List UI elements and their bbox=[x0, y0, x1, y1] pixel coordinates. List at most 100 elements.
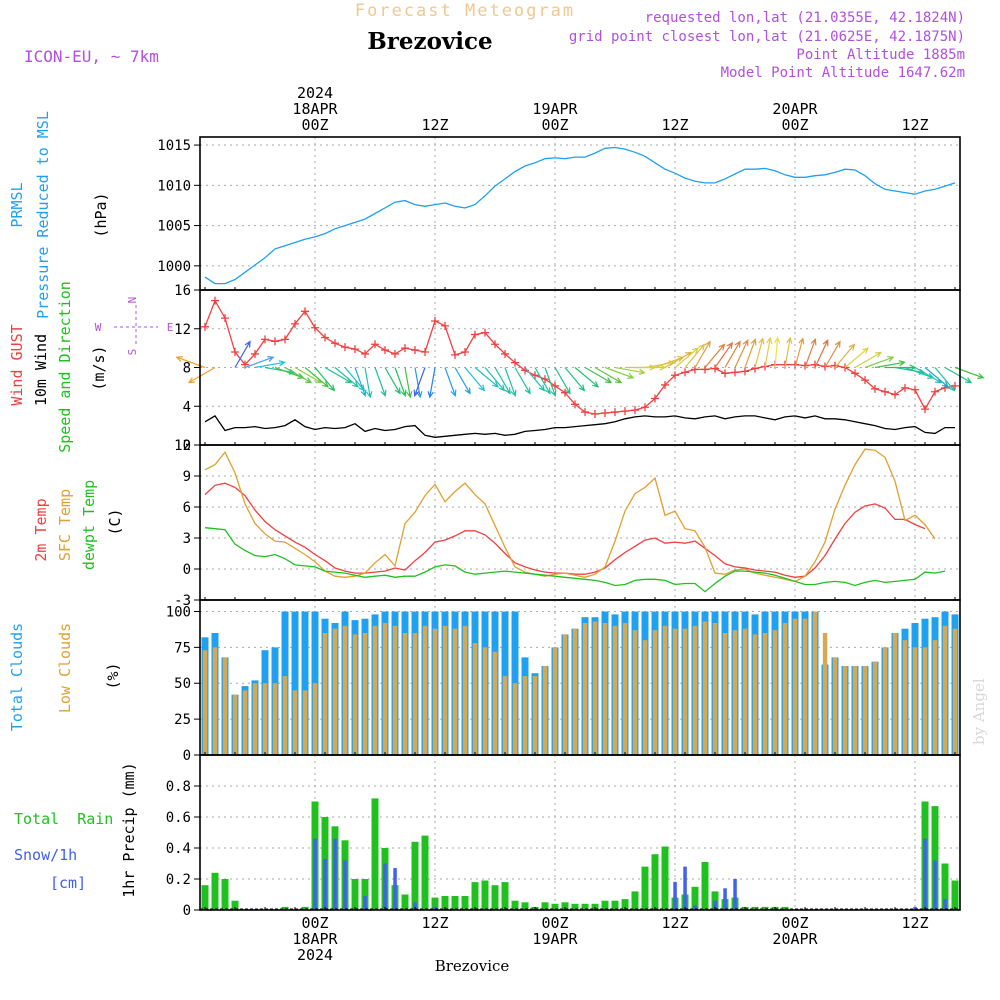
bar-low-clouds bbox=[432, 628, 438, 755]
y-tick-label: 50 bbox=[174, 676, 191, 692]
panel-precip: 0 0.2 0.4 0.6 0.8 bbox=[166, 754, 961, 919]
gust-point-marker bbox=[931, 387, 939, 396]
time-tick-label: 00Z bbox=[541, 116, 568, 134]
wind-vector-arrow bbox=[464, 367, 486, 392]
bar-low-clouds bbox=[222, 657, 228, 755]
y-tick-label: 0.8 bbox=[166, 779, 191, 795]
bar-low-clouds bbox=[472, 643, 478, 755]
wind-vector-arrow bbox=[934, 367, 956, 392]
gust-point-marker bbox=[951, 381, 959, 390]
time-tick-label: 12Z bbox=[421, 914, 448, 932]
y-tick-label: 75 bbox=[174, 640, 191, 656]
wind-vector-arrow bbox=[187, 366, 216, 384]
wind-vector-arrow bbox=[574, 367, 600, 388]
wind-vector-arrow bbox=[364, 367, 373, 399]
bar-total-rain bbox=[231, 900, 239, 910]
gust-point-marker bbox=[431, 317, 439, 325]
bar-low-clouds bbox=[442, 625, 448, 755]
bar-total-rain bbox=[931, 806, 939, 910]
bar-low-clouds bbox=[732, 630, 738, 755]
wind-vector-arrow bbox=[784, 336, 793, 368]
gust-point-marker bbox=[531, 371, 539, 380]
time-tick-label: 12Z bbox=[901, 116, 928, 134]
wind-vector-arrow bbox=[714, 341, 733, 368]
pressure-label-prmsl: PRMSL bbox=[8, 182, 26, 227]
cloud-unit: (%) bbox=[104, 662, 122, 689]
y-tick-label: 100 bbox=[166, 604, 191, 620]
time-tick-label: 20APR bbox=[772, 100, 818, 118]
bar-low-clouds bbox=[652, 630, 658, 755]
bar-snow-1h bbox=[363, 896, 367, 910]
bar-low-clouds bbox=[552, 647, 558, 755]
bar-low-clouds bbox=[852, 666, 858, 755]
wind-vector-arrow bbox=[944, 366, 973, 384]
gust-point-marker bbox=[681, 368, 689, 377]
bar-total-rain bbox=[631, 891, 639, 910]
wind-vector-arrow bbox=[814, 339, 829, 368]
bar-total-rain bbox=[571, 903, 579, 910]
gust-point-marker bbox=[631, 406, 639, 415]
temp-unit: (C) bbox=[106, 508, 124, 535]
bar-low-clouds bbox=[412, 633, 418, 755]
y-tick-label: 0.2 bbox=[166, 872, 191, 888]
series-line-wind-gust bbox=[204, 299, 956, 415]
panel-pressure: 1000 1005 1010 1015 bbox=[157, 136, 961, 291]
wind-vector-arrow bbox=[564, 367, 586, 392]
precip-labels: Total Rain Snow/1h [cm] 1hr Precip (mm) bbox=[14, 762, 138, 897]
gust-point-marker bbox=[591, 410, 599, 418]
bar-low-clouds bbox=[822, 633, 828, 755]
gust-point-marker bbox=[301, 307, 309, 316]
time-tick-label: 00Z bbox=[541, 914, 568, 932]
wind-vector-arrow bbox=[594, 366, 623, 384]
wind-vector-arrow bbox=[694, 340, 711, 368]
bar-low-clouds bbox=[562, 634, 568, 755]
bar-total-rain bbox=[511, 900, 519, 910]
bar-low-clouds bbox=[912, 647, 918, 755]
bar-low-clouds bbox=[582, 623, 588, 755]
series-line-prmsl bbox=[204, 146, 956, 285]
bar-snow-1h bbox=[413, 902, 417, 911]
location-title: Brezovice bbox=[367, 28, 492, 55]
bar-total-rain bbox=[211, 872, 219, 910]
gust-point-marker bbox=[661, 380, 669, 389]
wind-vector-arrow bbox=[344, 367, 366, 392]
bar-low-clouds bbox=[702, 621, 708, 755]
bar-low-clouds bbox=[782, 623, 788, 755]
bar-total-rain bbox=[561, 902, 569, 911]
cloud-label-low: Low Clouds bbox=[56, 623, 74, 713]
compass-s: S bbox=[126, 349, 139, 356]
y-tick-label: 16 bbox=[174, 283, 191, 299]
bar-low-clouds bbox=[722, 633, 728, 755]
gust-point-marker bbox=[581, 408, 589, 417]
chart-title: Forecast Meteogram bbox=[355, 1, 575, 21]
wind-vector-arrow bbox=[427, 367, 436, 399]
time-tick-label: 12Z bbox=[901, 914, 928, 932]
bar-low-clouds bbox=[452, 628, 458, 755]
temp-label-dewpt: dewpt Temp bbox=[80, 480, 98, 570]
gust-point-marker bbox=[641, 403, 649, 412]
gust-point-marker bbox=[891, 390, 899, 399]
bar-total-rain bbox=[641, 866, 649, 910]
bar-low-clouds bbox=[362, 633, 368, 755]
bar-low-clouds bbox=[342, 625, 348, 755]
wind-vector-arrow bbox=[824, 340, 841, 368]
time-tick-label: 18APR bbox=[292, 100, 338, 118]
bar-snow-1h bbox=[673, 882, 677, 910]
time-tick-label: 00Z bbox=[781, 116, 808, 134]
time-tick-label: 00Z bbox=[301, 914, 328, 932]
bar-low-clouds bbox=[952, 628, 958, 755]
gust-point-marker bbox=[831, 361, 839, 370]
wind-vector-arrow bbox=[534, 367, 551, 395]
y-tick-label: 1005 bbox=[157, 219, 191, 235]
gust-point-marker bbox=[331, 339, 339, 348]
y-tick-label: 1015 bbox=[157, 138, 191, 154]
bar-snow-1h bbox=[383, 863, 387, 910]
wind-label-10m: 10m Wind bbox=[32, 334, 50, 406]
time-tick-label: 2024 bbox=[297, 84, 333, 102]
gust-point-marker bbox=[401, 344, 409, 353]
bar-low-clouds bbox=[682, 628, 688, 755]
bar-low-clouds bbox=[602, 623, 608, 755]
bar-low-clouds bbox=[232, 694, 238, 755]
bar-total-rain bbox=[621, 899, 629, 910]
bar-low-clouds bbox=[812, 611, 818, 755]
